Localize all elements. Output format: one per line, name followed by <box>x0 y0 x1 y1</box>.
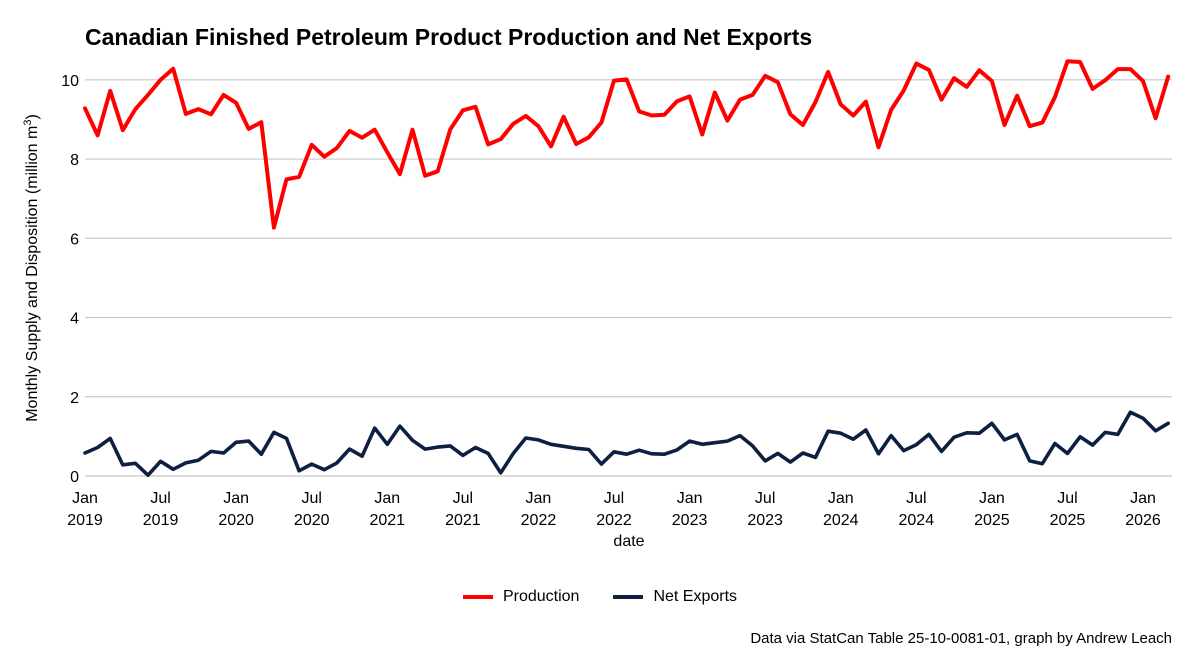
y-axis-ticks: 0 2 4 6 8 10 <box>61 73 79 486</box>
chart-title: Canadian Finished Petroleum Product Prod… <box>85 24 813 50</box>
x-tick-label-year-0: 2019 <box>67 512 103 529</box>
y-tick-label-6: 6 <box>70 231 79 248</box>
y-axis-label: Monthly Supply and Disposition (million … <box>22 114 41 422</box>
y-tick-label-4: 4 <box>70 311 79 328</box>
x-tick-label-month-14: Jan <box>1130 490 1156 507</box>
gridlines <box>85 79 1172 477</box>
x-tick-label-month-6: Jan <box>526 490 552 507</box>
x-tick-label-year-7: 2022 <box>596 512 632 529</box>
legend-label-net-exports: Net Exports <box>653 588 738 605</box>
x-tick-label-month-2: Jan <box>223 490 249 507</box>
x-tick-label-month-1: Jul <box>150 490 170 507</box>
legend: Production Net Exports <box>0 588 1200 606</box>
x-tick-label-month-11: Jul <box>906 490 926 507</box>
x-tick-label-year-10: 2024 <box>823 512 859 529</box>
x-tick-label-year-6: 2022 <box>521 512 557 529</box>
y-tick-label-0: 0 <box>70 469 79 486</box>
legend-swatch-production <box>462 595 493 599</box>
x-tick-label-month-8: Jan <box>677 490 703 507</box>
x-tick-label-month-7: Jul <box>604 490 624 507</box>
legend-swatch-net-exports <box>613 595 644 599</box>
series-line-production <box>83 59 1171 230</box>
x-tick-label-year-4: 2021 <box>369 512 405 529</box>
y-tick-label-8: 8 <box>70 152 79 169</box>
x-tick-label-year-3: 2020 <box>294 512 330 529</box>
x-tick-label-month-5: Jul <box>453 490 473 507</box>
x-tick-label-year-14: 2026 <box>1125 512 1161 529</box>
x-tick-label-year-11: 2024 <box>899 512 935 529</box>
x-tick-label-year-5: 2021 <box>445 512 481 529</box>
source-caption: Data via StatCan Table 25-10-0081-01, gr… <box>750 630 1172 647</box>
x-tick-label-month-0: Jan <box>72 490 98 507</box>
series-line-net-exports <box>83 410 1170 478</box>
x-tick-label-year-8: 2023 <box>672 512 708 529</box>
legend-label-production: Production <box>502 588 580 605</box>
x-tick-label-year-9: 2023 <box>747 512 783 529</box>
x-tick-label-year-2: 2020 <box>218 512 254 529</box>
x-axis-ticks: Jan 2019 Jul 2019 Jan 2020 Jul 2020 Jan 2021 Jul 20… <box>67 490 1161 529</box>
x-tick-label-year-1: 2019 <box>143 512 179 529</box>
series-lines <box>83 59 1171 478</box>
x-tick-label-month-13: Jul <box>1057 490 1077 507</box>
x-tick-label-year-12: 2025 <box>974 512 1010 529</box>
x-tick-label-month-9: Jul <box>755 490 775 507</box>
x-tick-label-month-3: Jul <box>301 490 321 507</box>
legend-item-production: Production <box>462 588 580 606</box>
x-tick-label-month-12: Jan <box>979 490 1005 507</box>
x-tick-label-year-13: 2025 <box>1050 512 1086 529</box>
y-tick-label-2: 2 <box>70 390 79 407</box>
x-tick-label-month-10: Jan <box>828 490 854 507</box>
x-tick-label-month-4: Jan <box>374 490 400 507</box>
x-axis-label: date <box>613 533 644 550</box>
legend-item-net-exports: Net Exports <box>613 588 737 606</box>
y-tick-label-10: 10 <box>61 73 79 90</box>
